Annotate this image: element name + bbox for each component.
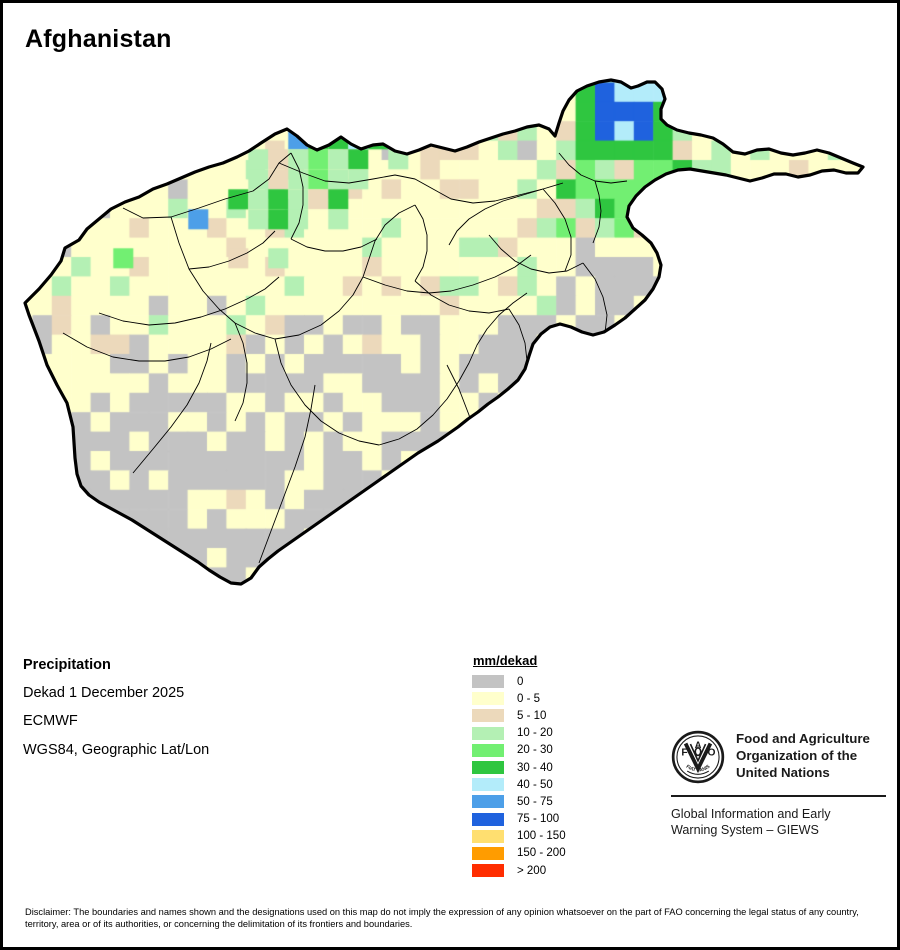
legend-label: 40 - 50 [517, 778, 553, 791]
province-boundary-line [542, 188, 572, 272]
legend-label: > 200 [517, 864, 547, 877]
svg-text:O: O [708, 747, 716, 758]
info-variable: Precipitation [23, 657, 111, 673]
map-figure[interactable] [3, 58, 897, 638]
province-boundary-line [558, 152, 628, 184]
fao-org-line2: Organization of the [736, 748, 858, 764]
province-boundary-line [170, 216, 276, 340]
disclaimer-text: Disclaimer: The boundaries and names sho… [25, 907, 859, 930]
legend-label: 150 - 200 [517, 847, 566, 860]
legend-item: 150 - 200 [471, 845, 611, 862]
page-title: Afghanistan [25, 25, 172, 53]
legend-label: 5 - 10 [517, 709, 547, 722]
legend-item: > 200 [471, 862, 611, 879]
legend-label: 30 - 40 [517, 761, 553, 774]
province-boundary-line [234, 322, 248, 422]
legend-swatch [471, 863, 505, 879]
province-boundary-line [62, 332, 232, 362]
province-boundary-line [98, 276, 280, 326]
legend-item: 20 - 30 [471, 742, 611, 759]
legend-label: 20 - 30 [517, 744, 553, 757]
province-boundary-line [414, 204, 428, 282]
giews-line2: Warning System – GIEWS [671, 823, 819, 838]
province-boundary-line [274, 338, 380, 446]
svg-text:A: A [695, 740, 702, 750]
legend-swatch [471, 708, 505, 724]
fao-branding: F A O FIAT PANIS Food and Agriculture Or… [671, 730, 886, 839]
province-boundary-line [290, 152, 304, 240]
legend-item: 40 - 50 [471, 776, 611, 793]
province-boundary-line [378, 292, 528, 446]
legend-label: 10 - 20 [517, 727, 553, 740]
legend-swatch [471, 691, 505, 707]
legend-swatch [471, 845, 505, 861]
legend-label: 0 - 5 [517, 692, 541, 705]
province-boundary-line [290, 238, 378, 252]
info-projection: WGS84, Geographic Lat/Lon [23, 741, 210, 758]
info-period: Dekad 1 December 2025 [23, 685, 185, 702]
legend-label: 0 [517, 675, 524, 688]
info-source: ECMWF [23, 713, 78, 730]
legend-swatch [471, 725, 505, 741]
province-boundary-line [122, 152, 292, 219]
map-info-block: Precipitation Dekad 1 December 2025 ECMW… [23, 657, 353, 771]
legend-rows: 0 0 - 5 5 - 10 10 - 20 20 - 30 30 - 40 40 - 50… [471, 673, 611, 879]
province-boundary-line [488, 234, 584, 274]
fao-org-line1: Food and Agriculture [736, 731, 870, 746]
province-boundary-line [582, 262, 608, 334]
province-boundaries [62, 152, 628, 564]
legend-swatch [471, 777, 505, 793]
legend-swatch [471, 828, 505, 844]
legend-swatch [471, 794, 505, 810]
svg-text:F: F [681, 747, 687, 758]
legend-swatch [471, 742, 505, 758]
legend-item: 5 - 10 [471, 707, 611, 724]
legend-item: 30 - 40 [471, 759, 611, 776]
province-boundary-line [592, 180, 602, 244]
province-boundary-line [414, 280, 510, 314]
province-boundary-line [188, 230, 276, 270]
legend-item: 0 [471, 673, 611, 690]
boundary-overlay [23, 78, 865, 586]
province-boundary-line [362, 254, 532, 294]
fao-logo-icon: F A O FIAT PANIS [671, 730, 725, 784]
province-boundary-line [132, 342, 212, 474]
legend-item: 0 - 5 [471, 690, 611, 707]
legend-label: 75 - 100 [517, 813, 560, 826]
legend-swatch [471, 760, 505, 776]
legend-item: 100 - 150 [471, 828, 611, 845]
legend-item: 10 - 20 [471, 725, 611, 742]
giews-line1: Global Information and Early [671, 807, 831, 821]
legend-item: 75 - 100 [471, 811, 611, 828]
province-boundary-line [278, 162, 564, 204]
fao-divider [671, 795, 886, 797]
province-boundary-line [448, 188, 544, 246]
legend-swatch [471, 674, 505, 690]
fao-org-line3: United Nations [736, 765, 830, 781]
province-boundary-line [258, 384, 316, 564]
legend-title: mm/dekad [473, 653, 538, 668]
legend-label: 100 - 150 [517, 830, 566, 843]
legend-item: 50 - 75 [471, 793, 611, 810]
legend: mm/dekad 0 0 - 5 5 - 10 10 - 20 20 - 30 30 - … [471, 653, 611, 879]
legend-label: 50 - 75 [517, 795, 553, 808]
legend-swatch [471, 811, 505, 827]
country-boundary [23, 78, 865, 586]
province-boundary-line [274, 204, 416, 340]
